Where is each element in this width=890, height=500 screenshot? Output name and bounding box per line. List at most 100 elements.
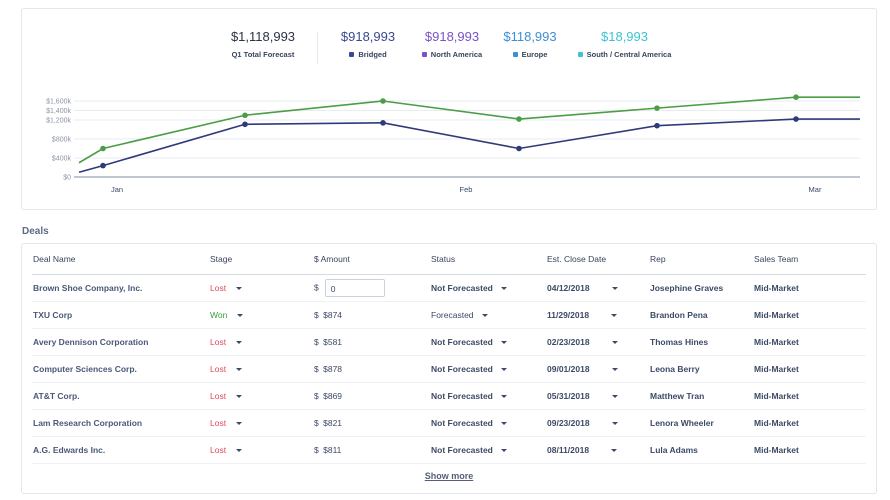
x-tick-label: Mar bbox=[809, 185, 822, 194]
deal-name[interactable]: A.G. Edwards Inc. bbox=[32, 436, 209, 464]
column-header-amount[interactable]: $ Amount bbox=[313, 244, 430, 275]
table-row[interactable]: Computer Sciences Corp. Lost $ $878 Not For… bbox=[32, 355, 866, 383]
column-header-stage[interactable]: Stage bbox=[209, 244, 313, 275]
close-date-select[interactable]: 05/31/2018 bbox=[546, 382, 649, 410]
rep-name: Josephine Graves bbox=[649, 274, 753, 302]
chevron-down-icon bbox=[500, 449, 507, 453]
chevron-down-icon bbox=[611, 341, 618, 345]
deals-table: Deal Name Stage $ Amount Status Est. Clo… bbox=[32, 244, 866, 464]
stage-select[interactable]: Lost bbox=[209, 274, 313, 302]
deals-table-card: Deal Name Stage $ Amount Status Est. Clo… bbox=[21, 243, 877, 494]
show-more-link[interactable]: Show more bbox=[424, 471, 474, 481]
series-line bbox=[78, 118, 860, 174]
deal-name[interactable]: Lam Research Corporation bbox=[32, 409, 209, 437]
stage-value: Lost bbox=[210, 418, 227, 428]
chevron-down-icon bbox=[611, 449, 618, 453]
close-date-select[interactable]: 09/23/2018 bbox=[546, 409, 649, 437]
table-row[interactable]: AT&T Corp. Lost $ $869 Not Forecasted 05/31/… bbox=[32, 382, 866, 410]
close-date-value: 04/12/2018 bbox=[547, 283, 590, 293]
stage-value: Lost bbox=[210, 391, 227, 401]
stage-select[interactable]: Lost bbox=[209, 409, 313, 437]
data-point[interactable] bbox=[793, 94, 799, 100]
data-point[interactable] bbox=[380, 98, 386, 104]
chevron-down-icon bbox=[236, 341, 243, 345]
status-select[interactable]: Not Forecasted bbox=[430, 409, 546, 437]
close-date-select[interactable]: 02/23/2018 bbox=[546, 328, 649, 356]
sales-team: Mid-Market bbox=[753, 274, 866, 302]
data-point[interactable] bbox=[654, 105, 660, 111]
table-row[interactable]: TXU Corp Won $ $874 Forecasted 11/29/2018 Bra… bbox=[32, 301, 866, 329]
data-point[interactable] bbox=[242, 121, 248, 128]
data-point[interactable] bbox=[793, 116, 799, 122]
status-select[interactable]: Not Forecasted bbox=[430, 436, 546, 464]
close-date-select[interactable]: 08/11/2018 bbox=[546, 436, 649, 464]
column-header-deal-name[interactable]: Deal Name bbox=[32, 244, 209, 275]
chevron-down-icon bbox=[236, 449, 243, 453]
amount-cell: $ $878 bbox=[313, 355, 430, 383]
close-date-value: 05/31/2018 bbox=[547, 391, 590, 401]
deals-header-row: Deal Name Stage $ Amount Status Est. Clo… bbox=[32, 244, 866, 275]
forecast-line-chart: $0 $400k $800k $1,200k $1,400k $1,600k Jan Feb M… bbox=[46, 94, 860, 194]
x-tick-label: Feb bbox=[460, 185, 473, 194]
deal-name[interactable]: Avery Dennison Corporation bbox=[32, 328, 209, 356]
stage-select[interactable]: Lost bbox=[209, 382, 313, 410]
chevron-down-icon bbox=[500, 341, 507, 345]
deal-name[interactable]: Computer Sciences Corp. bbox=[32, 355, 209, 383]
chevron-down-icon bbox=[611, 368, 618, 372]
data-point[interactable] bbox=[100, 145, 106, 152]
status-select[interactable]: Forecasted bbox=[430, 301, 546, 329]
europe-value: $118,993 bbox=[503, 29, 557, 44]
amount-cell[interactable]: $0 bbox=[313, 274, 430, 302]
chevron-down-icon bbox=[500, 422, 507, 426]
stage-value: Lost bbox=[210, 283, 227, 293]
table-row[interactable]: A.G. Edwards Inc. Lost $ $811 Not Forecaste… bbox=[32, 436, 866, 464]
chevron-down-icon bbox=[236, 395, 243, 399]
data-point[interactable] bbox=[380, 120, 386, 126]
y-tick-label: $1,600k bbox=[46, 99, 71, 106]
data-point[interactable] bbox=[654, 122, 660, 129]
data-point[interactable] bbox=[242, 112, 248, 119]
north-america-metric[interactable]: $918,993 North America bbox=[408, 29, 496, 59]
deal-name[interactable]: Brown Shoe Company, Inc. bbox=[32, 274, 209, 302]
status-select[interactable]: Not Forecasted bbox=[430, 328, 546, 356]
status-select[interactable]: Not Forecasted bbox=[430, 382, 546, 410]
table-row[interactable]: Avery Dennison Corporation Lost $ $581 Not … bbox=[32, 328, 866, 356]
amount-input[interactable]: 0 bbox=[324, 279, 385, 297]
table-row[interactable]: Brown Shoe Company, Inc. Lost $0 Not Foreca… bbox=[32, 274, 866, 302]
sales-team: Mid-Market bbox=[753, 301, 866, 329]
column-header-rep[interactable]: Rep bbox=[649, 244, 753, 275]
column-header-sales-team[interactable]: Sales Team bbox=[753, 244, 866, 275]
data-point[interactable] bbox=[516, 145, 522, 152]
chevron-down-icon bbox=[481, 314, 488, 318]
close-date-select[interactable]: 04/12/2018 bbox=[546, 274, 649, 302]
deal-name[interactable]: AT&T Corp. bbox=[32, 382, 209, 410]
deal-name[interactable]: TXU Corp bbox=[32, 301, 209, 329]
chevron-down-icon bbox=[611, 287, 618, 291]
stage-select[interactable]: Lost bbox=[209, 328, 313, 356]
stage-select[interactable]: Lost bbox=[209, 355, 313, 383]
metric-divider bbox=[317, 32, 318, 64]
rep-name: Lenora Wheeler bbox=[649, 409, 753, 437]
amount-cell: $ $811 bbox=[313, 436, 430, 464]
close-date-select[interactable]: 09/01/2018 bbox=[546, 355, 649, 383]
status-select[interactable]: Not Forecasted bbox=[430, 355, 546, 383]
status-value: Not Forecasted bbox=[431, 391, 493, 401]
data-point[interactable] bbox=[100, 162, 106, 169]
status-select[interactable]: Not Forecasted bbox=[430, 274, 546, 302]
close-date-value: 08/11/2018 bbox=[547, 445, 590, 455]
stage-select[interactable]: Won bbox=[209, 301, 313, 329]
status-value: Forecasted bbox=[431, 310, 474, 320]
bridged-metric[interactable]: $918,993 Bridged bbox=[328, 29, 408, 59]
column-header-close-date[interactable]: Est. Close Date bbox=[546, 244, 649, 275]
europe-metric[interactable]: $118,993 Europe bbox=[490, 29, 570, 59]
data-point[interactable] bbox=[516, 116, 522, 122]
chevron-down-icon bbox=[611, 422, 618, 426]
south-central-america-metric[interactable]: $18,993 South / Central America bbox=[567, 29, 682, 59]
stage-select[interactable]: Lost bbox=[209, 436, 313, 464]
column-header-status[interactable]: Status bbox=[430, 244, 546, 275]
stage-value: Lost bbox=[210, 445, 227, 455]
rep-name: Leona Berry bbox=[649, 355, 753, 383]
close-date-select[interactable]: 11/29/2018 bbox=[546, 301, 649, 329]
table-row[interactable]: Lam Research Corporation Lost $ $821 Not Fo… bbox=[32, 409, 866, 437]
north-america-legend-swatch bbox=[421, 51, 427, 57]
